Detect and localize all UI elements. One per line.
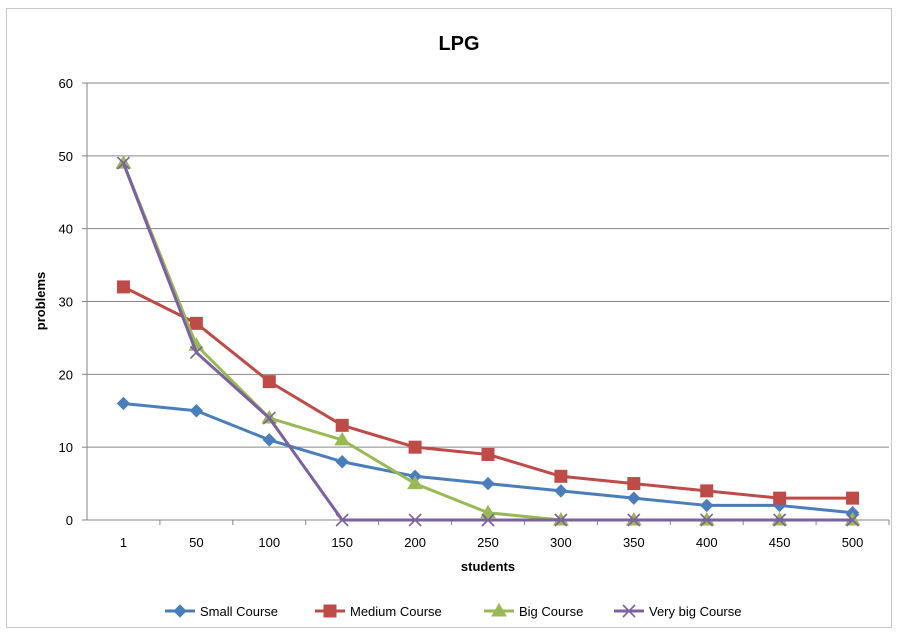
x-marker-stroke xyxy=(622,604,636,618)
data-point xyxy=(846,491,860,505)
data-point xyxy=(480,504,496,519)
x-marker-stroke xyxy=(700,513,714,527)
x-marker-stroke xyxy=(262,411,276,425)
data-point xyxy=(481,513,495,527)
series-group xyxy=(115,155,861,527)
x-axis-title: students xyxy=(461,559,515,574)
data-point xyxy=(262,375,276,389)
y-axis-title: problems xyxy=(33,272,48,331)
legend-label: Medium Course xyxy=(350,604,442,619)
x-marker-stroke xyxy=(773,513,787,527)
x-tick-label: 300 xyxy=(550,535,572,550)
x-tick-label: 250 xyxy=(477,535,499,550)
legend: Small Course Medium Course Big Course Very … xyxy=(165,603,742,619)
x-marker-stroke xyxy=(481,513,495,527)
y-tick-label: 20 xyxy=(59,367,73,382)
data-point xyxy=(845,513,860,527)
legend-entry: Small Course xyxy=(165,604,278,619)
y-tick-label: 50 xyxy=(59,149,73,164)
data-point xyxy=(554,469,568,483)
x-marker-stroke xyxy=(554,513,568,527)
series-very-big-course xyxy=(116,156,860,527)
x-tick-label: 1 xyxy=(120,535,127,550)
data-point xyxy=(627,477,641,491)
x-tick-label: 450 xyxy=(769,535,791,550)
data-point xyxy=(335,455,349,469)
y-tick-label: 0 xyxy=(66,513,73,528)
y-tick-labels: 0 10 20 30 40 50 60 xyxy=(59,76,73,528)
x-tick-label: 350 xyxy=(623,535,645,550)
legend-marker xyxy=(323,604,337,618)
x-tick-label: 150 xyxy=(331,535,353,550)
x-tick-label: 400 xyxy=(696,535,718,550)
data-point xyxy=(262,433,276,447)
data-point xyxy=(407,475,423,490)
y-tick-label: 10 xyxy=(59,440,73,455)
x-tick-label: 200 xyxy=(404,535,426,550)
data-point xyxy=(554,513,568,527)
x-tick-labels: 1 50 100 150 200 250 300 350 400 450 500 xyxy=(120,535,864,550)
data-point xyxy=(481,476,495,491)
data-point xyxy=(554,484,568,498)
legend-label: Very big Course xyxy=(649,604,742,619)
legend-label: Big Course xyxy=(519,604,583,619)
x-marker-stroke xyxy=(627,513,641,527)
data-point xyxy=(262,411,276,425)
legend-marker xyxy=(173,604,187,618)
data-point xyxy=(627,491,641,505)
data-point xyxy=(773,513,787,527)
data-point xyxy=(189,404,204,418)
data-point xyxy=(700,498,714,513)
x-tick-label: 100 xyxy=(258,535,280,550)
legend-entry: Medium Course xyxy=(315,604,442,619)
data-point xyxy=(481,447,495,461)
data-point xyxy=(189,316,203,330)
data-point xyxy=(773,491,787,505)
series-line xyxy=(122,285,853,500)
chart-frame xyxy=(6,8,892,628)
series-big-course xyxy=(115,155,861,526)
series-line xyxy=(122,162,853,522)
data-point xyxy=(189,345,203,360)
legend-marker xyxy=(622,604,636,618)
y-tick-label: 30 xyxy=(59,295,73,310)
legend-label: Small Course xyxy=(200,604,278,619)
x-marker-stroke xyxy=(335,513,349,527)
data-point xyxy=(335,513,349,527)
x-marker-stroke xyxy=(116,156,131,170)
data-point xyxy=(627,513,641,527)
data-point xyxy=(700,513,714,527)
data-point xyxy=(408,513,422,527)
legend-entry: Very big Course xyxy=(614,604,742,619)
legend-entry: Big Course xyxy=(484,603,583,619)
x-marker-stroke xyxy=(189,345,203,360)
x-tick-label: 500 xyxy=(842,535,864,550)
legend-marker xyxy=(491,603,507,617)
data-point xyxy=(116,156,131,170)
y-tick-label: 60 xyxy=(59,76,73,91)
chart-title: LPG xyxy=(438,33,479,55)
y-tick-label: 40 xyxy=(59,222,73,237)
data-point xyxy=(408,440,422,454)
data-point xyxy=(700,484,714,498)
data-point xyxy=(335,418,349,432)
series-medium-course xyxy=(116,280,860,505)
x-marker-stroke xyxy=(408,513,422,527)
data-point xyxy=(116,280,130,294)
gridlines xyxy=(87,82,889,448)
x-tick-label: 50 xyxy=(189,535,203,550)
series-line xyxy=(122,162,853,522)
data-point xyxy=(334,431,351,446)
x-marker-stroke xyxy=(845,513,860,527)
data-point xyxy=(116,396,131,411)
